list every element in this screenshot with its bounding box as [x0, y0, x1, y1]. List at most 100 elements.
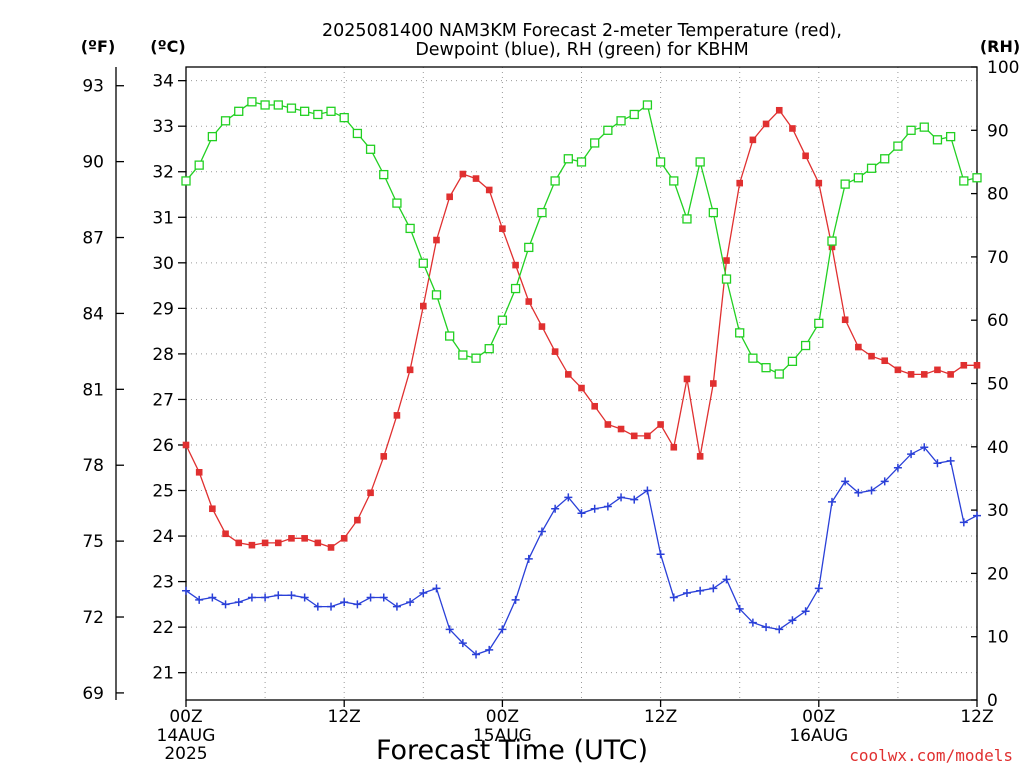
rh-point — [840, 179, 850, 189]
temperature-point — [828, 243, 836, 251]
dewpoint-point — [261, 593, 270, 602]
dewpoint-point — [195, 595, 204, 604]
fahrenheit-tick-label: 93 — [82, 77, 104, 97]
rh-point — [590, 138, 600, 148]
temperature-point — [775, 106, 783, 114]
dewpoint-point — [762, 623, 771, 632]
temperature-point — [485, 186, 493, 194]
rh-point — [471, 353, 481, 363]
rh-point — [524, 242, 534, 253]
rh-point — [418, 258, 428, 268]
fahrenheit-unit-label: (ºF) — [81, 37, 116, 56]
temperature-point — [670, 443, 678, 451]
temperature-point — [195, 469, 203, 476]
dewpoint-point — [590, 504, 599, 513]
dewpoint-point — [564, 493, 573, 502]
temperature-point — [235, 539, 243, 547]
rh-point — [919, 122, 929, 132]
dewpoint-point — [709, 584, 718, 593]
temperature-point — [459, 170, 467, 178]
dewpoint-point — [946, 456, 955, 465]
dewpoint-point — [498, 625, 507, 634]
rh-point — [431, 290, 442, 300]
rh-tick-label: 30 — [987, 501, 1009, 521]
temperature-point — [855, 343, 862, 351]
credit-label: coolwx.com/models — [849, 746, 1013, 765]
rh-point — [405, 223, 415, 234]
rh-point — [563, 154, 573, 164]
x-axis-title: Forecast Time (UTC) — [376, 735, 648, 766]
dewpoint-point — [973, 511, 981, 520]
celsius-tick-label: 33 — [152, 117, 174, 137]
rh-tick-label: 0 — [987, 691, 998, 711]
rh-point — [787, 356, 798, 366]
dewpoint-point — [327, 602, 336, 611]
temperature-point — [920, 371, 928, 378]
dewpoint-point — [366, 593, 375, 602]
temperature-point — [815, 179, 823, 187]
rh-point — [194, 160, 204, 170]
dewpoint-point — [432, 584, 441, 593]
dewpoint-point — [472, 650, 481, 659]
fahrenheit-tick-label: 87 — [82, 229, 104, 249]
temperature-point — [314, 539, 322, 547]
dewpoint-point — [682, 588, 691, 597]
dewpoint-point — [696, 586, 705, 595]
rh-point — [484, 344, 494, 354]
x-date-label: 14AUG — [157, 726, 216, 746]
rh-point — [392, 198, 402, 208]
temperature-point — [446, 193, 453, 201]
dewpoint-point — [748, 618, 757, 627]
dewpoint-point — [551, 504, 560, 513]
rh-tick-label: 10 — [987, 628, 1009, 648]
dewpoint-point — [735, 604, 744, 613]
data-series — [181, 97, 982, 659]
dewpoint-point — [907, 450, 916, 459]
dewpoint-point — [669, 593, 678, 602]
temperature-point — [565, 371, 572, 378]
temperature-point — [789, 125, 796, 132]
temperature-point — [222, 530, 229, 538]
dewpoint-point — [880, 477, 889, 486]
temperature-point — [644, 432, 651, 440]
rh-point — [735, 328, 745, 338]
celsius-tick-label: 31 — [152, 208, 174, 228]
rh-point — [880, 154, 890, 164]
temperature-point — [288, 535, 295, 542]
dewpoint-point — [643, 486, 652, 495]
dewpoint-point — [340, 598, 349, 607]
rh-point — [669, 176, 679, 186]
dewpoint-point — [300, 593, 309, 602]
dewpoint-point — [893, 463, 902, 472]
rh-tick-label: 20 — [987, 564, 1009, 584]
temperature-point — [499, 225, 506, 232]
temperature-point — [907, 371, 915, 378]
rh-point — [642, 100, 653, 110]
rh-point — [365, 144, 376, 154]
rh-tick-label: 90 — [987, 121, 1009, 141]
temperature-point — [617, 425, 625, 433]
rh-point — [972, 173, 982, 183]
rh-point — [959, 176, 969, 186]
rh-point — [774, 369, 784, 379]
dewpoint-point — [419, 588, 428, 597]
rh-unit-label: (RH) — [980, 37, 1020, 56]
dewpoint-point — [182, 586, 190, 595]
dewpoint-point — [841, 477, 850, 486]
dewpoint-point — [287, 591, 296, 600]
dewpoint-point — [511, 595, 520, 604]
temperature-point — [551, 348, 559, 355]
temperature-point — [406, 366, 414, 374]
rh-point — [827, 236, 837, 246]
x-tick-label: 12Z — [960, 707, 993, 727]
rh-point — [510, 283, 521, 294]
rh-tick-label: 40 — [987, 438, 1009, 458]
temperature-point — [525, 298, 533, 305]
celsius-tick-label: 29 — [152, 299, 174, 319]
x-tick-label: 00Z — [486, 707, 519, 727]
temperature-point — [841, 316, 849, 324]
temperature-point — [420, 302, 427, 310]
temperature-point — [960, 361, 968, 369]
x-tick-label: 00Z — [802, 707, 835, 727]
dewpoint-point — [379, 593, 388, 602]
